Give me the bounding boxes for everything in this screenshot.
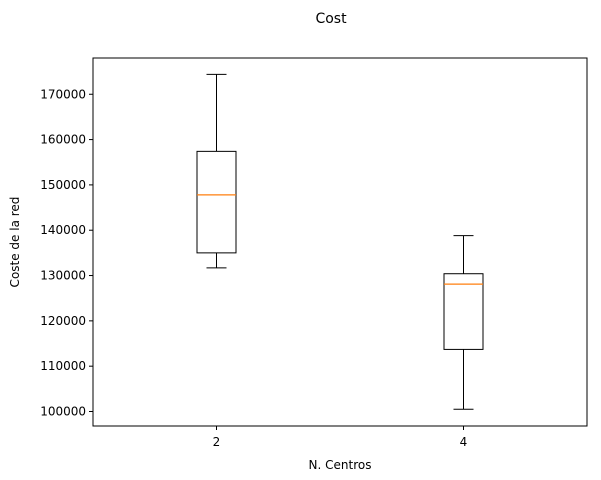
chart-title: Cost (315, 11, 347, 27)
x-tick-label: 2 (213, 435, 221, 449)
y-tick-label: 160000 (40, 133, 86, 147)
box-2 (196, 73, 237, 269)
y-axis-label: Coste de la red (8, 197, 22, 288)
x-tick-label: 4 (460, 435, 468, 449)
y-tick-label: 100000 (40, 404, 86, 418)
plot-area-frame (92, 57, 588, 427)
y-tick-label: 130000 (40, 269, 86, 283)
y-tick-label: 120000 (40, 314, 86, 328)
x-axis-label: N. Centros (309, 458, 372, 472)
y-axis: 100000 110000 120000 130000 140000 150000 1600… (40, 87, 93, 418)
y-tick-label: 150000 (40, 178, 86, 192)
y-tick-label: 170000 (40, 87, 86, 101)
box-series (196, 73, 484, 410)
box-4 (443, 235, 484, 410)
y-tick-label: 110000 (40, 359, 86, 373)
y-tick-label: 140000 (40, 223, 86, 237)
iqr-box (196, 150, 237, 254)
iqr-box (443, 273, 484, 350)
